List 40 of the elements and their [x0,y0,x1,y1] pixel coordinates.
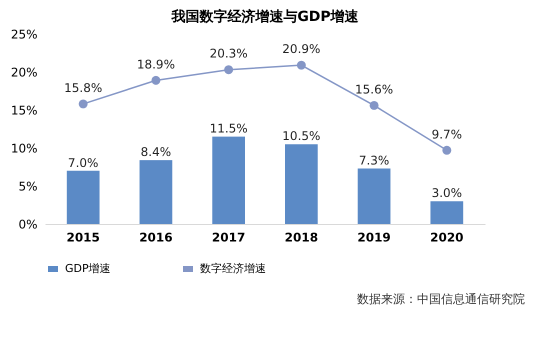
y-tick-label: 10% [10,142,38,156]
x-tick-label: 2019 [357,230,391,244]
x-tick-label: 2016 [139,230,173,244]
data-label: 7.0% [68,156,98,170]
point [78,99,88,108]
y-tick-label: 5% [18,180,38,194]
data-label: 15.6% [355,82,394,96]
legend-label: 数字经济增速 [200,262,266,275]
data-label: 3.0% [432,186,462,200]
bar [140,160,172,224]
source-note: 数据来源：中国信息通信研究院 [357,292,525,306]
y-tick-label: 20% [10,66,38,80]
y-tick-label: 15% [10,104,38,118]
bar [66,170,100,224]
x-tick-label: 2020 [430,230,464,244]
data-label: 10.5% [282,129,320,144]
bar [430,201,464,224]
point [224,65,234,74]
x-tick-label: 2015 [66,230,100,244]
bar [285,144,318,224]
x-tick-label: 2017 [212,230,246,244]
data-label: 20.9% [282,42,320,56]
data-label: 9.7% [432,127,462,142]
bar [358,168,390,224]
data-label: 15.8% [64,80,102,95]
data-label: 8.4% [140,145,172,160]
point [442,146,452,155]
x-tick-label: 2018 [284,230,318,244]
point [296,60,306,70]
y-tick-label: 0% [18,218,38,232]
y-tick-label: 25% [10,28,38,42]
point [370,100,379,110]
legend-label: GDP增速 [65,262,111,275]
data-label: 18.9% [136,57,175,72]
data-label: 11.5% [210,122,248,136]
data-label: 7.3% [358,154,390,168]
point [151,76,160,85]
bar [212,136,245,224]
data-label: 20.3% [210,46,248,61]
chart-title: 我国数字经济增速与GDP增速 [170,8,360,25]
